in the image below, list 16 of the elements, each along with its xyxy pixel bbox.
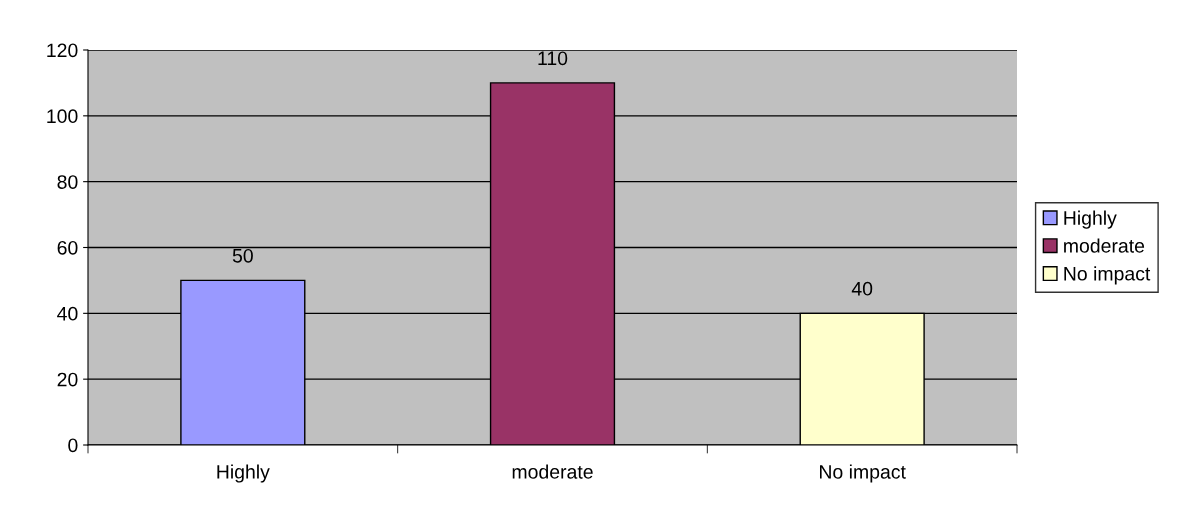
x-tick-label: Highly (217, 464, 270, 483)
legend-label: Highly (1064, 210, 1117, 229)
y-tick-label: 20 (57, 372, 78, 387)
legend-label: moderate (1064, 238, 1145, 253)
data-label: 110 (538, 51, 568, 66)
y-tick-label: 120 (47, 43, 78, 58)
x-tick-label: moderate (512, 464, 593, 479)
data-label: 40 (851, 281, 873, 296)
x-tick-label: No impact (820, 464, 906, 483)
y-tick-label: 100 (47, 109, 78, 124)
legend-label: No impact (1064, 266, 1151, 285)
y-tick-label: 80 (57, 175, 78, 189)
y-tick-label: 0 (68, 438, 78, 453)
y-tick-label: 40 (57, 306, 78, 321)
data-label: 50 (232, 248, 253, 263)
y-tick-label: 60 (57, 240, 78, 255)
